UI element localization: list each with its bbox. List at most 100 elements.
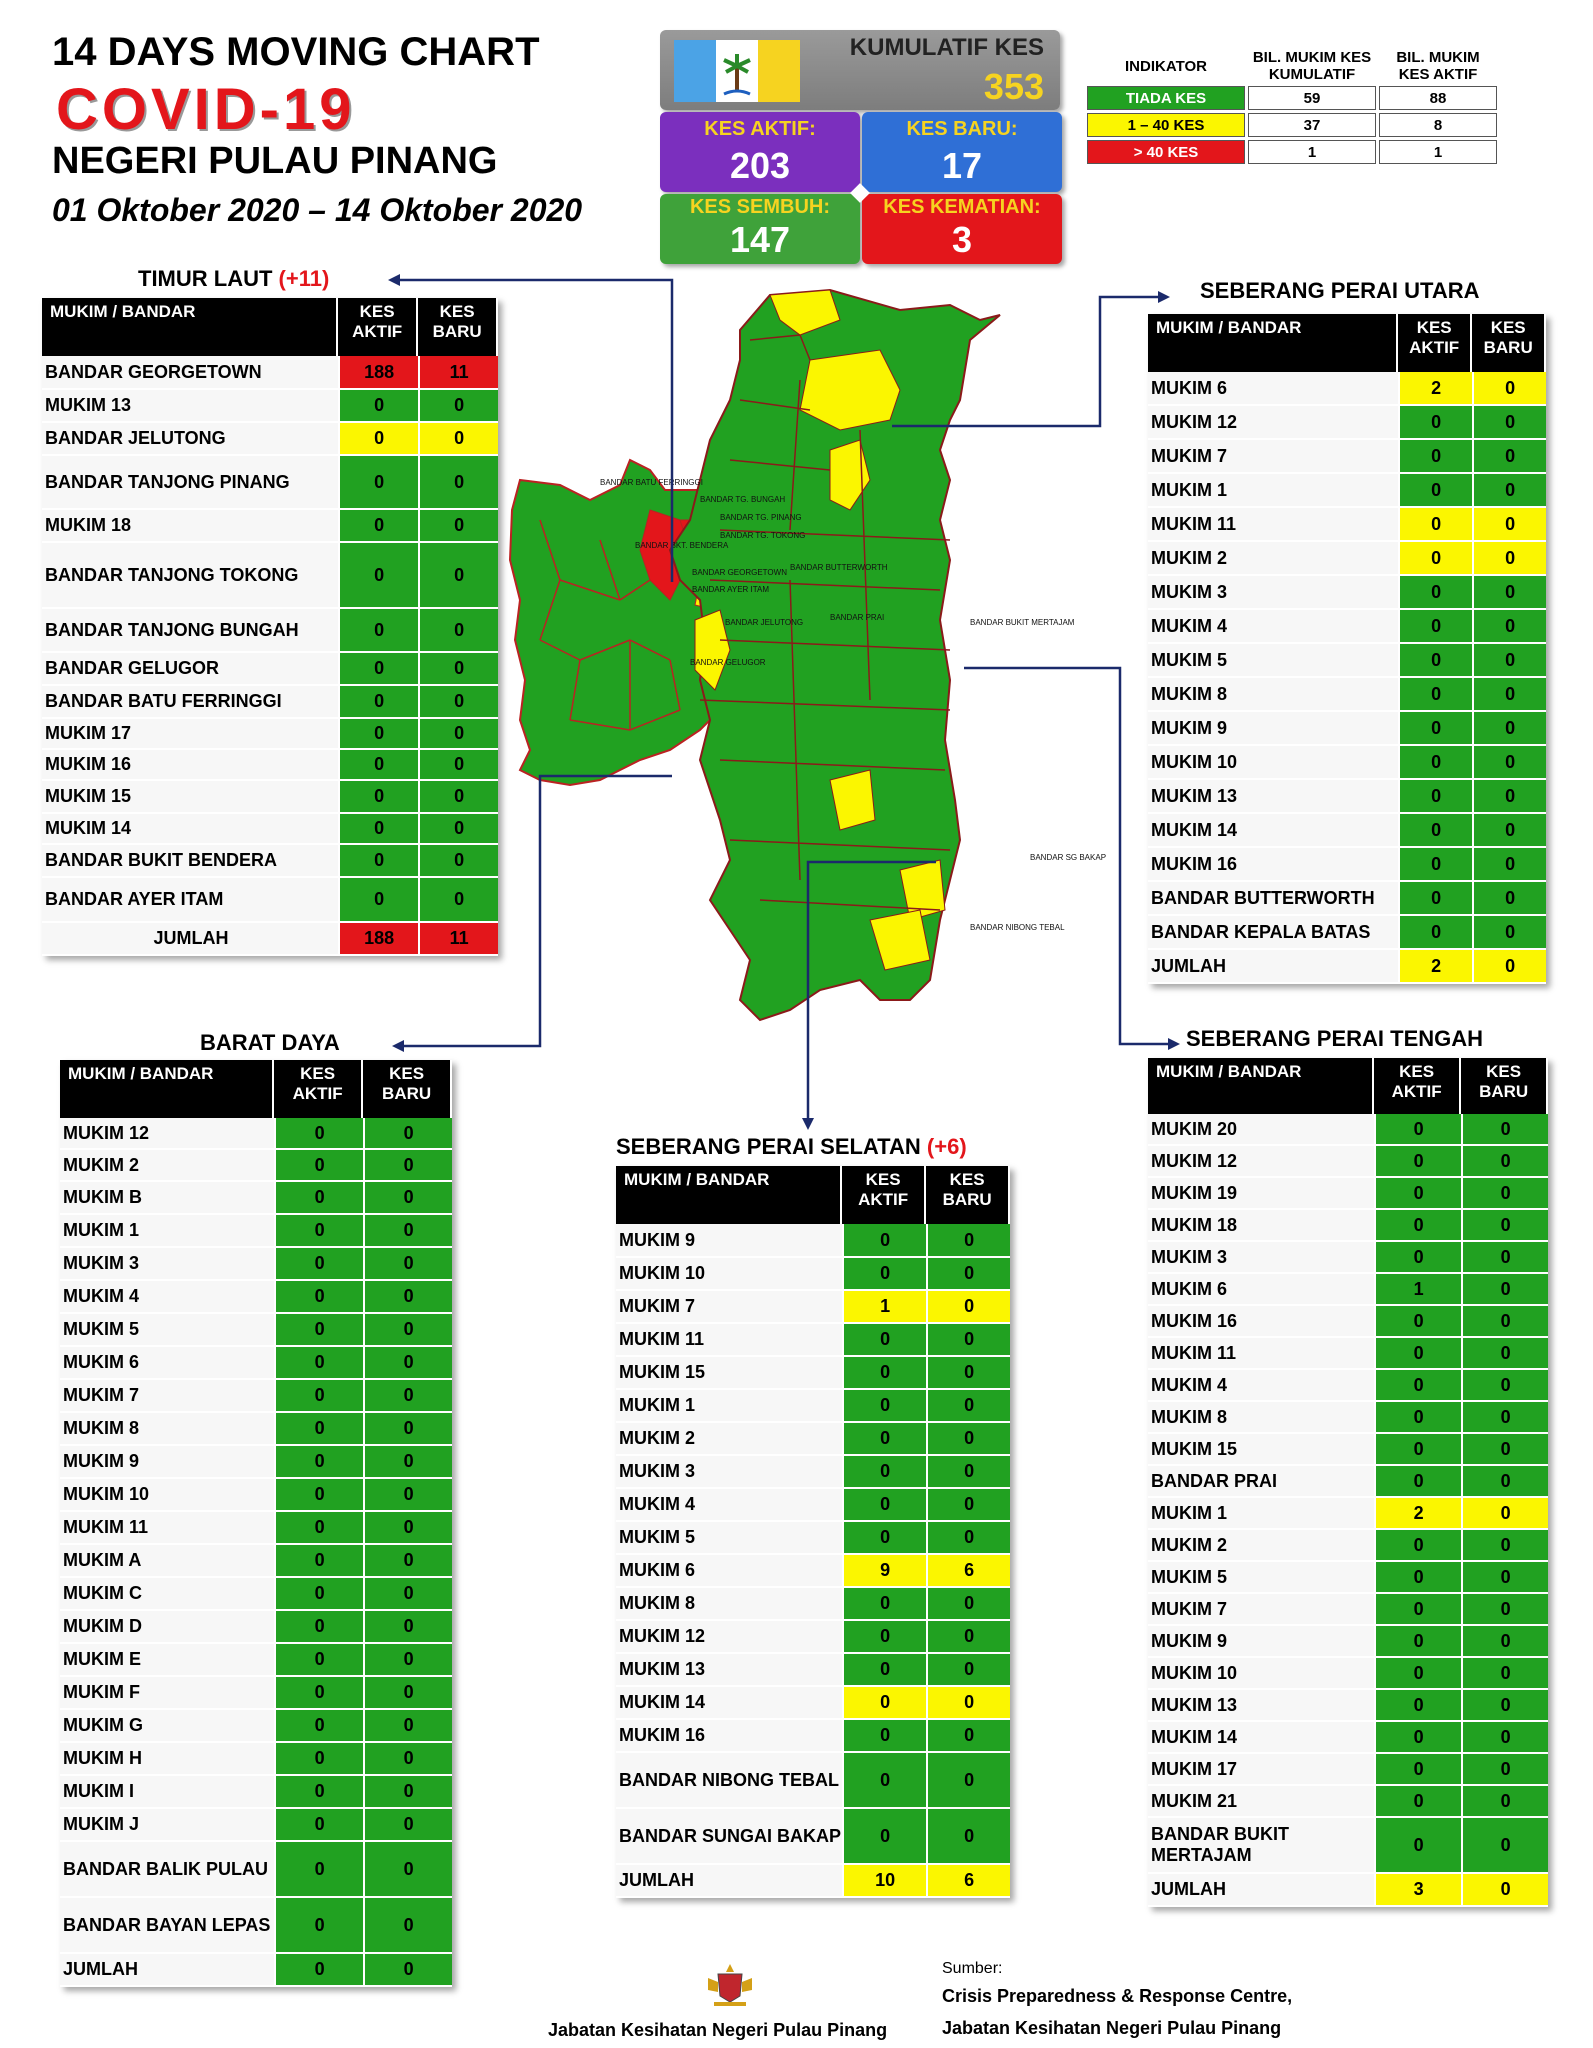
row-kes-aktif: 0 [1398, 916, 1473, 950]
row-kes-aktif: 0 [1398, 848, 1473, 882]
row-kes-baru: 0 [1472, 440, 1546, 474]
row-kes-baru: 0 [1461, 1562, 1548, 1594]
row-name: MUKIM 12 [616, 1621, 842, 1654]
row-name: MUKIM 11 [1148, 508, 1398, 542]
row-name: MUKIM 9 [60, 1446, 274, 1479]
row-name: MUKIM 19 [1148, 1178, 1374, 1210]
table-total-row: JUMLAH 2 0 [1148, 950, 1546, 984]
column-header-name: MUKIM / BANDAR [42, 298, 338, 356]
table-row: BANDAR BUKIT MERTAJAM 0 0 [1148, 1818, 1548, 1874]
row-name: MUKIM 4 [616, 1489, 842, 1522]
table-row: MUKIM 16 0 0 [1148, 1306, 1548, 1338]
row-kes-aktif: 0 [274, 1954, 364, 1987]
row-kes-baru: 0 [1472, 950, 1546, 984]
row-name: MUKIM 15 [616, 1357, 842, 1390]
row-kes-aktif: 0 [338, 845, 419, 878]
region-new-cases-badge: (+6) [926, 1134, 967, 1159]
row-kes-baru: 0 [363, 1314, 452, 1347]
row-kes-baru: 0 [1461, 1370, 1548, 1402]
row-kes-aktif: 0 [1374, 1530, 1462, 1562]
covid-title: COVID-19 [56, 77, 356, 142]
row-kes-baru: 0 [418, 686, 498, 719]
row-name: BANDAR JELUTONG [42, 423, 338, 456]
row-kes-baru: 0 [1461, 1146, 1548, 1178]
column-header-baru: KES BARU [926, 1166, 1010, 1224]
row-kes-baru: 0 [363, 1347, 452, 1380]
row-kes-aktif: 0 [1374, 1178, 1462, 1210]
region-title-text: BARAT DAYA [200, 1030, 340, 1055]
column-header-baru: KES BARU [418, 298, 498, 356]
row-name: MUKIM 1 [60, 1215, 274, 1248]
row-name: MUKIM 7 [1148, 440, 1398, 474]
table-row: BANDAR TANJONG BUNGAH 0 0 [42, 609, 498, 653]
row-kes-aktif: 0 [1398, 508, 1473, 542]
row-kes-baru: 0 [1461, 1530, 1548, 1562]
indicator-level: > 40 KES [1087, 140, 1245, 164]
indicator-aktif-count: 8 [1379, 113, 1497, 137]
row-kes-baru: 0 [1472, 406, 1546, 440]
row-kes-baru: 6 [926, 1865, 1010, 1898]
row-name: MUKIM 20 [1148, 1114, 1374, 1146]
row-name: MUKIM G [60, 1710, 274, 1743]
row-kes-baru: 0 [1461, 1114, 1548, 1146]
row-kes-aktif: 0 [274, 1150, 364, 1182]
baru-box: KES BARU: 17 [862, 112, 1062, 192]
row-kes-aktif: 0 [338, 750, 419, 781]
table-header-row: MUKIM / BANDAR KES AKTIF KES BARU [42, 298, 498, 356]
row-name: MUKIM H [60, 1743, 274, 1776]
row-kes-aktif: 0 [1398, 678, 1473, 712]
row-name: MUKIM 13 [616, 1654, 842, 1687]
row-kes-aktif: 0 [338, 653, 419, 686]
row-kes-aktif: 0 [1374, 1466, 1462, 1498]
row-kes-baru: 0 [1461, 1306, 1548, 1338]
region-title-barat_daya: BARAT DAYA [200, 1030, 340, 1056]
row-kes-aktif: 0 [1374, 1402, 1462, 1434]
connector-spu [892, 295, 1158, 428]
table-row: MUKIM 17 0 0 [1148, 1754, 1548, 1786]
row-kes-baru: 0 [1472, 644, 1546, 678]
row-kes-baru: 0 [363, 1118, 452, 1150]
row-name: MUKIM 14 [1148, 1722, 1374, 1754]
row-name: BANDAR GEORGETOWN [42, 356, 338, 390]
row-kes-baru: 0 [926, 1258, 1010, 1291]
row-kes-aktif: 0 [1374, 1754, 1462, 1786]
row-kes-baru: 0 [363, 1446, 452, 1479]
region-new-cases-badge: (+11) [278, 266, 330, 291]
row-kes-baru: 0 [1472, 474, 1546, 508]
row-kes-aktif: 0 [274, 1248, 364, 1281]
indicator-level: TIADA KES [1087, 86, 1245, 110]
row-kes-baru: 0 [363, 1677, 452, 1710]
row-name: MUKIM 5 [60, 1314, 274, 1347]
table-row: BANDAR NIBONG TEBAL 0 0 [616, 1753, 1010, 1809]
row-kes-aktif: 0 [1374, 1690, 1462, 1722]
aktif-header: BIL. MUKIM KES AKTIF [1396, 49, 1480, 83]
table-row: MUKIM 18 0 0 [42, 510, 498, 543]
baru-label: KES BARU: [906, 118, 1018, 140]
penang-map: BANDAR BATU FERRINGGI BANDAR TG. BUNGAH … [508, 288, 1106, 1022]
row-kes-baru: 0 [363, 1842, 452, 1898]
table-row: BANDAR GEORGETOWN 188 11 [42, 356, 498, 390]
row-name: MUKIM E [60, 1644, 274, 1677]
row-kes-aktif: 0 [338, 814, 419, 845]
row-name: BANDAR BUKIT MERTAJAM [1148, 1818, 1374, 1874]
table-row: BANDAR AYER ITAM 0 0 [42, 878, 498, 923]
row-name: BANDAR BUTTERWORTH [1148, 882, 1398, 916]
row-name: MUKIM 15 [1148, 1434, 1374, 1466]
sembuh-value: 147 [729, 219, 791, 260]
table-header-row: MUKIM / BANDAR KES AKTIF KES BARU [1148, 314, 1546, 372]
row-kes-aktif: 0 [1374, 1818, 1462, 1874]
row-name: BANDAR AYER ITAM [42, 878, 338, 923]
row-name: MUKIM 12 [1148, 406, 1398, 440]
row-kes-baru: 0 [418, 423, 498, 456]
row-kes-aktif: 0 [274, 1842, 364, 1898]
row-kes-baru: 0 [1472, 916, 1546, 950]
row-kes-baru: 0 [926, 1324, 1010, 1357]
row-kes-baru: 0 [1472, 746, 1546, 780]
